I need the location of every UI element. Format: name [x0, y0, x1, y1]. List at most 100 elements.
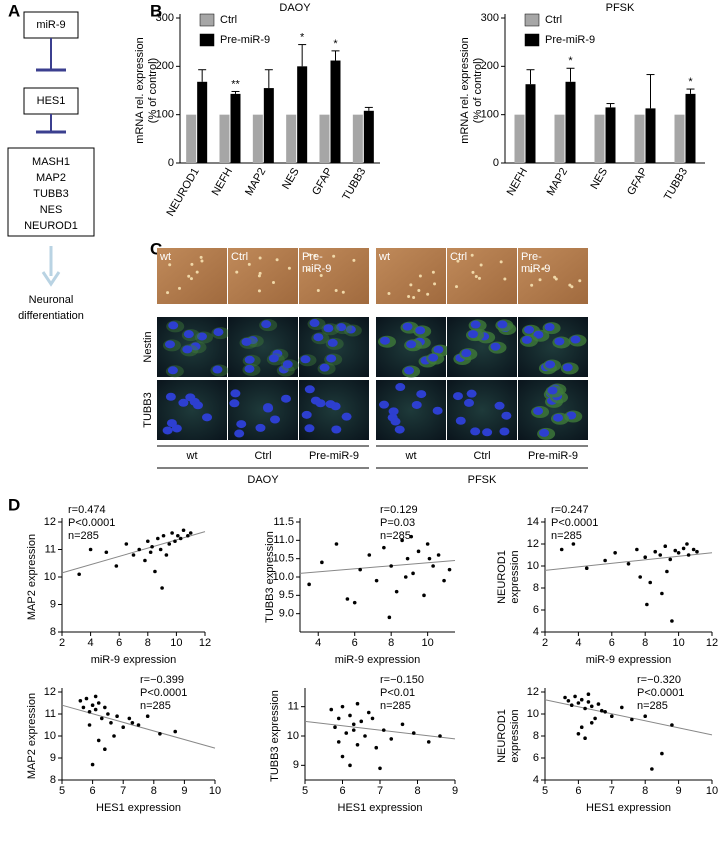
point	[84, 696, 89, 701]
y-tick-label: 9	[50, 752, 56, 764]
x-tick-label: 4	[88, 637, 94, 649]
nucleus	[547, 386, 558, 395]
point	[348, 763, 352, 768]
nucleus	[280, 394, 291, 403]
x-tick-label: 8	[151, 785, 157, 797]
significance: *	[568, 55, 573, 67]
point	[127, 716, 132, 721]
nucleus	[162, 426, 173, 435]
point	[136, 723, 141, 727]
cell	[409, 283, 413, 287]
x-axis-label: HES1 expression	[338, 802, 423, 814]
bar	[634, 114, 645, 163]
x-tick-label: NES	[588, 166, 610, 192]
bar	[525, 84, 536, 163]
x-tick-label: TUBB3	[662, 166, 690, 203]
nucleus	[261, 320, 272, 329]
nucleus	[300, 355, 311, 364]
y-tick-label: 4	[533, 774, 539, 786]
nucleus	[212, 365, 223, 374]
overlay-label: wt	[378, 251, 390, 263]
point	[589, 721, 594, 725]
cell	[275, 258, 279, 262]
nucleus	[185, 393, 196, 402]
x-tick-label: NES	[280, 166, 302, 192]
x-tick-label: 10	[672, 637, 684, 649]
y-tick-label: 200	[481, 60, 499, 72]
x-tick-label: 9	[676, 785, 682, 797]
nucleus	[309, 319, 320, 328]
y-tick-label: 10	[527, 560, 539, 572]
cell	[166, 291, 170, 295]
nucleus	[244, 355, 255, 364]
target-label: TUBB3	[33, 188, 68, 200]
bar	[645, 108, 656, 163]
point	[576, 732, 581, 736]
cell	[499, 260, 503, 264]
y-tick-label: 12	[44, 686, 56, 698]
point	[586, 700, 591, 704]
x-tick-label: NEUROD1	[164, 166, 201, 219]
target-label: NES	[40, 204, 63, 216]
point	[145, 714, 150, 718]
nucleus	[494, 401, 505, 410]
bar	[674, 114, 685, 163]
point	[579, 697, 584, 702]
point	[176, 533, 180, 538]
cell	[341, 290, 345, 294]
nucleus	[452, 392, 463, 401]
point	[409, 534, 414, 539]
x-tick-label: 10	[706, 785, 718, 797]
y-tick-label: 0	[168, 157, 174, 169]
overlay-label: wt	[159, 251, 171, 263]
x-tick-label: 8	[642, 637, 648, 649]
point	[358, 567, 362, 572]
overlay-label: Ctrl	[231, 251, 248, 263]
nucleus	[313, 333, 324, 342]
cell	[578, 279, 582, 283]
point	[610, 714, 614, 718]
point	[121, 725, 125, 729]
legend-label: Pre-miR-9	[545, 34, 595, 46]
nucleus	[327, 338, 338, 347]
bar	[594, 114, 605, 163]
point	[403, 575, 408, 579]
nucleus	[402, 322, 413, 331]
nucleus	[178, 398, 189, 407]
y-tick-label: 12	[44, 516, 56, 528]
chart-title: DAOY	[279, 2, 311, 14]
bar	[330, 60, 341, 163]
point	[643, 714, 647, 718]
nucleus	[345, 325, 356, 334]
point	[90, 762, 95, 767]
y-tick-label: 10.5	[273, 553, 294, 565]
point	[685, 542, 689, 546]
nucleus	[255, 423, 266, 432]
point	[96, 738, 101, 743]
bar	[197, 81, 208, 163]
point	[348, 713, 352, 718]
micrograph	[376, 248, 446, 304]
point	[426, 740, 431, 744]
nucleus	[244, 364, 255, 373]
point	[367, 553, 372, 557]
point	[603, 710, 607, 714]
point	[576, 701, 581, 705]
y-tick-label: 100	[481, 109, 499, 121]
y-tick-label: 10	[527, 708, 539, 720]
x-tick-label: 6	[90, 785, 96, 797]
cell	[503, 277, 507, 281]
cell	[433, 282, 437, 286]
nucleus	[165, 392, 176, 401]
cell	[474, 274, 478, 278]
nucleus	[432, 406, 443, 415]
cell	[247, 262, 251, 266]
point	[112, 734, 116, 738]
micrograph	[228, 248, 298, 304]
point	[559, 547, 564, 552]
x-tick-label: 8	[145, 637, 151, 649]
point	[658, 553, 663, 557]
stat-label: r=0.474	[68, 504, 106, 516]
nucleus	[234, 429, 245, 438]
bar	[286, 114, 297, 163]
